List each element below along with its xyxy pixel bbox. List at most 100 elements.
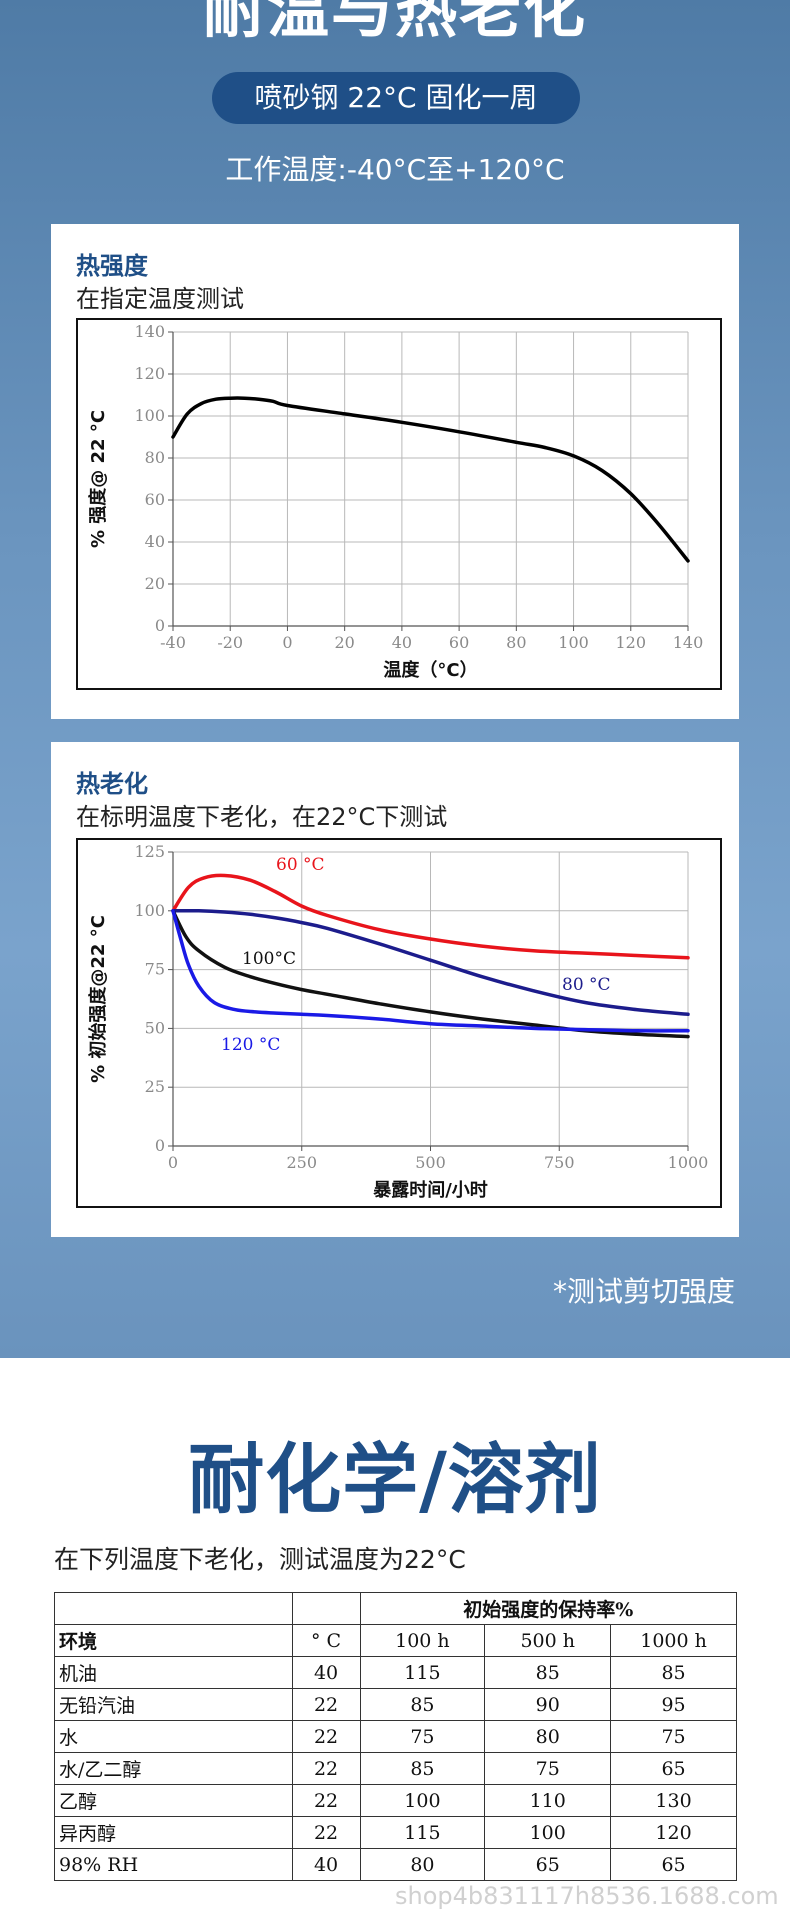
- x-tick-label: 20: [334, 633, 354, 652]
- x-tick-label: 250: [286, 1153, 317, 1172]
- table-row: 无铅汽油 22 85 90 95: [54, 1688, 737, 1721]
- table-cell: 22: [291, 1688, 361, 1721]
- cure-condition-badge: 喷砂钢 22°C 固化一周: [212, 72, 580, 124]
- table-cell: 水/乙二醇: [54, 1752, 293, 1785]
- x-tick-label: 40: [392, 633, 412, 652]
- table-row: 乙醇 22 100 110 130: [54, 1784, 737, 1817]
- table-cell: 22: [291, 1784, 361, 1817]
- y-axis-title: % 强度@ 22 °C: [87, 410, 109, 548]
- table-cell: 40: [291, 1656, 361, 1689]
- heat-strength-plot: -40 -20 0 20 40 60 80 100 120 140 0 20 40 60 80 100 120 1…: [87, 322, 703, 681]
- table-header-cell: ° C: [291, 1624, 361, 1657]
- table-cell: 80: [484, 1720, 612, 1753]
- x-tick-label: 500: [415, 1153, 446, 1172]
- card-subtitle: 在标明温度下老化，在22°C下测试: [76, 803, 448, 831]
- series-label: 80 °C: [562, 975, 611, 995]
- table-cell: 85: [359, 1752, 486, 1785]
- x-tick-label: 0: [282, 633, 292, 652]
- y-tick-label: 120: [134, 364, 165, 383]
- y-tick-label: 125: [134, 842, 165, 861]
- table-row: 水/乙二醇 22 85 75 65: [54, 1752, 737, 1785]
- hero-section: 耐温与热老化 喷砂钢 22°C 固化一周 工作温度:-40°C至+120°C 热…: [0, 0, 790, 1358]
- series-line: [171, 909, 690, 1033]
- table-cell: 80: [359, 1848, 486, 1881]
- table-cell: 75: [359, 1720, 486, 1753]
- card-title: 热老化: [76, 770, 148, 798]
- y-tick-label: 140: [134, 322, 165, 341]
- table-row: 机油 40 115 85 85: [54, 1656, 737, 1689]
- y-tick-label: 0: [155, 1136, 165, 1155]
- x-axis-title: 暴露时间/小时: [373, 1180, 488, 1201]
- x-tick-label: 60: [449, 633, 469, 652]
- table-header-cell: 1000 h: [610, 1624, 737, 1657]
- series-label: 60 °C: [276, 855, 325, 875]
- x-tick-label: 0: [168, 1153, 178, 1172]
- series-line: [171, 396, 690, 563]
- table-cell: 90: [484, 1688, 612, 1721]
- heat-strength-card: 热强度 在指定温度测试 -40 -20 0 20 40 60 80 100 120 140 0 20 4…: [51, 224, 739, 719]
- chemical-resistance-table: 初始强度的保持率% 环境 ° C 100 h 500 h 1000 h 机油 4…: [54, 1592, 737, 1881]
- table-row: 水 22 75 80 75: [54, 1720, 737, 1753]
- chemical-resistance-title: 耐化学/溶剂: [188, 1435, 602, 1524]
- table-cell: 130: [610, 1784, 737, 1817]
- y-tick-label: 0: [155, 616, 165, 635]
- y-tick-label: 40: [145, 532, 165, 551]
- table-cell: 120: [610, 1816, 737, 1849]
- table-header-cell: [291, 1592, 361, 1625]
- table-cell: 40: [291, 1848, 361, 1881]
- retention-group-header: 初始强度的保持率%: [359, 1592, 737, 1625]
- chemical-resistance-subtitle: 在下列温度下老化，测试温度为22°C: [54, 1545, 466, 1574]
- table-cell: 115: [359, 1816, 486, 1849]
- heat-aging-plot: 0 250 500 750 1000 0 25 50 75 100 125 暴露时间/小时 % 初始强度…: [87, 842, 709, 1201]
- card-subtitle: 在指定温度测试: [76, 285, 244, 313]
- y-tick-label: 25: [145, 1077, 165, 1096]
- operating-temperature: 工作温度:-40°C至+120°C: [225, 153, 565, 186]
- table-cell: 22: [291, 1720, 361, 1753]
- footnote: *测试剪切强度: [552, 1275, 735, 1308]
- x-axis-title: 温度（°C）: [383, 659, 477, 681]
- watermark: shop4b831117h8536.1688.com: [395, 1882, 779, 1910]
- table-cell: 85: [610, 1656, 737, 1689]
- table-row: 异丙醇 22 115 100 120: [54, 1816, 737, 1849]
- table-cell: 75: [610, 1720, 737, 1753]
- table-cell: 机油: [54, 1656, 293, 1689]
- x-tick-label: -40: [160, 633, 186, 652]
- card-title: 热强度: [76, 252, 148, 280]
- table-cell: 115: [359, 1656, 486, 1689]
- y-tick-label: 100: [134, 901, 165, 920]
- table-cell: 65: [610, 1848, 737, 1881]
- heat-aging-chart: 0 250 500 750 1000 0 25 50 75 100 125 暴露时间/小时 % 初始强度…: [76, 838, 722, 1208]
- y-tick-label: 100: [134, 406, 165, 425]
- table-header-cell: 环境: [54, 1624, 293, 1657]
- x-tick-label: 1000: [668, 1153, 709, 1172]
- x-tick-label: 100: [558, 633, 589, 652]
- table-cell: 水: [54, 1720, 293, 1753]
- heat-strength-chart: -40 -20 0 20 40 60 80 100 120 140 0 20 40 60 80 100 120 1…: [76, 318, 722, 690]
- table-header-row: 环境 ° C 100 h 500 h 1000 h: [54, 1624, 737, 1657]
- series-label: 100°C: [242, 949, 296, 969]
- table-cell: 100: [359, 1784, 486, 1817]
- table-cell: 乙醇: [54, 1784, 293, 1817]
- table-cell: 75: [484, 1752, 612, 1785]
- heat-aging-card: 热老化 在标明温度下老化，在22°C下测试 0 250 500 750 1000 0 25 5…: [51, 742, 739, 1237]
- table-cell: 85: [484, 1656, 612, 1689]
- x-tick-label: 120: [616, 633, 647, 652]
- y-tick-label: 75: [145, 960, 165, 979]
- x-tick-label: 750: [544, 1153, 575, 1172]
- table-header-cell: [54, 1592, 293, 1625]
- y-tick-label: 50: [145, 1018, 165, 1037]
- table-header-cell: 500 h: [484, 1624, 612, 1657]
- table-cell: 85: [359, 1688, 486, 1721]
- y-tick-label: 20: [145, 574, 165, 593]
- table-row: 98% RH 40 80 65 65: [54, 1848, 737, 1881]
- table-cell: 95: [610, 1688, 737, 1721]
- hero-title: 耐温与热老化: [202, 0, 587, 46]
- series-line: [171, 873, 690, 960]
- series-line: [171, 908, 690, 1017]
- x-tick-label: 80: [506, 633, 526, 652]
- x-tick-label: -20: [217, 633, 243, 652]
- table-cell: 110: [484, 1784, 612, 1817]
- y-axis-title: % 初始强度@22 °C: [87, 915, 109, 1083]
- table-cell: 22: [291, 1816, 361, 1849]
- table-cell: 无铅汽油: [54, 1688, 293, 1721]
